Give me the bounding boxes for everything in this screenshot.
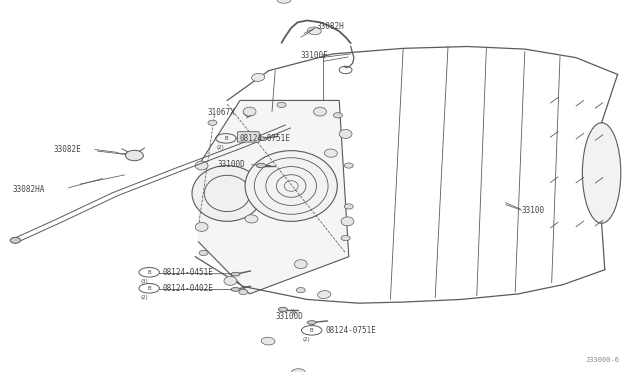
Ellipse shape	[192, 166, 262, 221]
Ellipse shape	[252, 73, 265, 81]
Ellipse shape	[195, 222, 208, 231]
Ellipse shape	[333, 113, 342, 118]
Ellipse shape	[307, 321, 316, 324]
Text: B: B	[310, 328, 314, 333]
Text: 08124-0751E: 08124-0751E	[325, 326, 376, 335]
Ellipse shape	[307, 27, 321, 35]
Ellipse shape	[10, 237, 20, 243]
Ellipse shape	[317, 291, 331, 299]
Ellipse shape	[344, 204, 353, 209]
Ellipse shape	[231, 288, 240, 291]
Ellipse shape	[257, 163, 266, 168]
Text: B: B	[147, 286, 151, 291]
Text: 31067X: 31067X	[208, 108, 236, 117]
Text: 08124-0402E: 08124-0402E	[163, 284, 213, 293]
Ellipse shape	[224, 276, 237, 285]
Ellipse shape	[296, 288, 305, 293]
Text: 33082E: 33082E	[53, 145, 81, 154]
Ellipse shape	[243, 107, 256, 116]
Text: (2): (2)	[303, 337, 310, 342]
Ellipse shape	[239, 289, 248, 295]
Text: (2): (2)	[140, 295, 148, 300]
Ellipse shape	[245, 215, 258, 223]
Text: (2): (2)	[217, 145, 225, 150]
Text: B: B	[147, 270, 151, 275]
Text: 33082H: 33082H	[316, 22, 344, 31]
Ellipse shape	[199, 250, 208, 256]
Ellipse shape	[324, 149, 337, 157]
Ellipse shape	[231, 272, 240, 276]
Ellipse shape	[125, 150, 143, 161]
Ellipse shape	[208, 120, 217, 125]
Ellipse shape	[245, 151, 337, 221]
Text: 08124-0451E: 08124-0451E	[163, 268, 213, 277]
Text: 33100D: 33100D	[218, 160, 245, 169]
Ellipse shape	[195, 161, 208, 170]
Ellipse shape	[277, 0, 291, 3]
Text: 08124-0751E: 08124-0751E	[239, 134, 290, 143]
Ellipse shape	[294, 260, 307, 269]
Text: 33100F: 33100F	[301, 51, 328, 60]
Ellipse shape	[278, 307, 287, 312]
Text: J33000-6: J33000-6	[586, 357, 620, 363]
Text: 33100: 33100	[522, 206, 545, 215]
Ellipse shape	[261, 337, 275, 345]
Ellipse shape	[341, 217, 354, 226]
Ellipse shape	[339, 129, 352, 138]
FancyBboxPatch shape	[237, 132, 259, 142]
Text: 33082HA: 33082HA	[13, 185, 45, 194]
Text: (3): (3)	[140, 279, 148, 284]
Ellipse shape	[344, 163, 353, 168]
Ellipse shape	[277, 102, 286, 108]
Ellipse shape	[291, 369, 305, 372]
Polygon shape	[198, 100, 349, 294]
Ellipse shape	[258, 137, 267, 141]
Ellipse shape	[314, 107, 326, 116]
Text: 33100D: 33100D	[275, 312, 303, 321]
Ellipse shape	[582, 123, 621, 223]
Text: B: B	[224, 136, 228, 141]
Ellipse shape	[341, 235, 350, 241]
